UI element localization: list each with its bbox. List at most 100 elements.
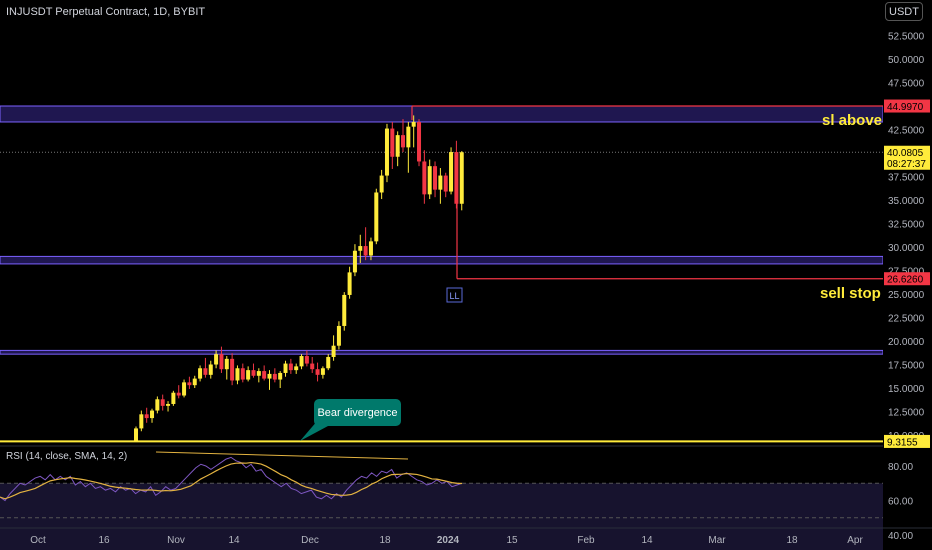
candle[interactable] — [262, 365, 267, 381]
candle[interactable] — [320, 366, 325, 379]
candle[interactable] — [417, 119, 422, 167]
candle[interactable] — [214, 350, 219, 369]
candle-body — [198, 368, 203, 379]
candle-body — [326, 356, 331, 369]
candle[interactable] — [182, 379, 187, 398]
countdown-label: 08:27:37 — [887, 159, 926, 170]
price-tick-label: 35.0000 — [888, 196, 925, 207]
candle[interactable] — [288, 358, 293, 374]
candle-body — [320, 368, 325, 375]
price-tick-label: 25.0000 — [888, 290, 925, 301]
candle-body — [166, 403, 171, 406]
candle[interactable] — [326, 354, 331, 371]
price-axis[interactable]: 52.500050.000047.500045.000042.500040.00… — [883, 0, 932, 550]
candle[interactable] — [352, 244, 357, 277]
currency-button[interactable]: USDT — [885, 2, 923, 21]
candle[interactable] — [384, 123, 389, 183]
candle-body — [251, 370, 256, 376]
candle[interactable] — [155, 396, 160, 414]
candle[interactable] — [438, 168, 443, 204]
candle[interactable] — [304, 350, 309, 367]
candle[interactable] — [433, 161, 438, 198]
candle[interactable] — [267, 370, 272, 390]
candle[interactable] — [144, 407, 149, 423]
candle[interactable] — [150, 408, 155, 423]
candle[interactable] — [379, 169, 384, 200]
candle-body — [208, 364, 213, 375]
candle[interactable] — [427, 159, 432, 200]
candle[interactable] — [283, 360, 288, 377]
candle[interactable] — [134, 426, 138, 442]
candle-body — [390, 128, 395, 157]
candle[interactable] — [395, 131, 400, 167]
candle-body — [134, 428, 138, 441]
candle[interactable] — [331, 335, 336, 361]
support-level-label[interactable]: 9.3155 — [884, 434, 930, 449]
sell-stop-label: sell stop — [820, 285, 881, 302]
rsi-panel[interactable] — [0, 445, 932, 550]
candle[interactable] — [224, 356, 229, 380]
candle[interactable] — [198, 365, 203, 382]
candle[interactable] — [411, 115, 416, 148]
candle-body — [315, 369, 320, 375]
candle[interactable] — [251, 363, 256, 378]
time-tick-label: Oct — [30, 535, 46, 546]
candle[interactable] — [208, 360, 213, 379]
price-tick-label: 52.5000 — [888, 32, 925, 43]
candle[interactable] — [256, 368, 261, 383]
candles-layer[interactable] — [134, 115, 464, 442]
candle[interactable] — [246, 366, 251, 382]
time-tick-label: 16 — [98, 535, 110, 546]
candle[interactable] — [139, 410, 144, 432]
candle[interactable] — [203, 357, 208, 378]
candle[interactable] — [299, 354, 304, 370]
candle-body — [459, 152, 464, 204]
candle[interactable] — [401, 119, 405, 153]
candle[interactable] — [219, 346, 224, 373]
candle[interactable] — [192, 375, 197, 388]
candle[interactable] — [310, 356, 315, 373]
candle[interactable] — [187, 376, 192, 389]
ll-marker-label: LL — [449, 291, 459, 301]
candle[interactable] — [272, 368, 277, 383]
candle[interactable] — [176, 385, 181, 399]
candle[interactable] — [342, 292, 347, 331]
price-label-value: 40.0805 — [887, 148, 924, 159]
candle[interactable] — [358, 234, 363, 263]
sell-stop-level-label[interactable]: 26.6260 — [884, 272, 930, 286]
candle[interactable] — [406, 121, 411, 173]
candle[interactable] — [294, 363, 299, 374]
candle[interactable] — [315, 362, 320, 382]
candle[interactable] — [235, 365, 240, 385]
candle[interactable] — [347, 266, 352, 299]
candle[interactable] — [240, 363, 245, 383]
candle[interactable] — [160, 394, 165, 411]
bear-divergence-label: Bear divergence — [317, 407, 397, 419]
candle[interactable] — [166, 401, 171, 412]
candle[interactable] — [278, 371, 283, 388]
candle-body — [267, 373, 272, 379]
rsi-legend: RSI (14, close, SMA, 14, 2) — [6, 451, 128, 462]
time-axis[interactable]: Oct 16 Nov 14 Dec 18 2024 15 Feb 14 Mar 18 Apr — [0, 527, 932, 546]
candle[interactable] — [454, 140, 459, 209]
candle[interactable] — [336, 321, 341, 350]
candle[interactable] — [374, 188, 379, 245]
candle-body — [379, 175, 384, 193]
candle[interactable] — [230, 353, 235, 386]
candle-body — [144, 414, 149, 419]
candle[interactable] — [459, 151, 464, 211]
candle[interactable] — [171, 390, 176, 406]
candle[interactable] — [443, 172, 448, 198]
candle[interactable] — [390, 121, 395, 169]
sl-level-label[interactable]: 44.9970 — [884, 99, 930, 114]
candle[interactable] — [368, 237, 373, 261]
time-tick-label: 2024 — [437, 535, 460, 546]
candle-body — [374, 192, 379, 242]
candle-body — [342, 294, 347, 326]
candle[interactable] — [363, 227, 368, 261]
candle[interactable] — [422, 150, 427, 204]
candle[interactable] — [449, 147, 454, 195]
candle-body — [294, 366, 299, 371]
